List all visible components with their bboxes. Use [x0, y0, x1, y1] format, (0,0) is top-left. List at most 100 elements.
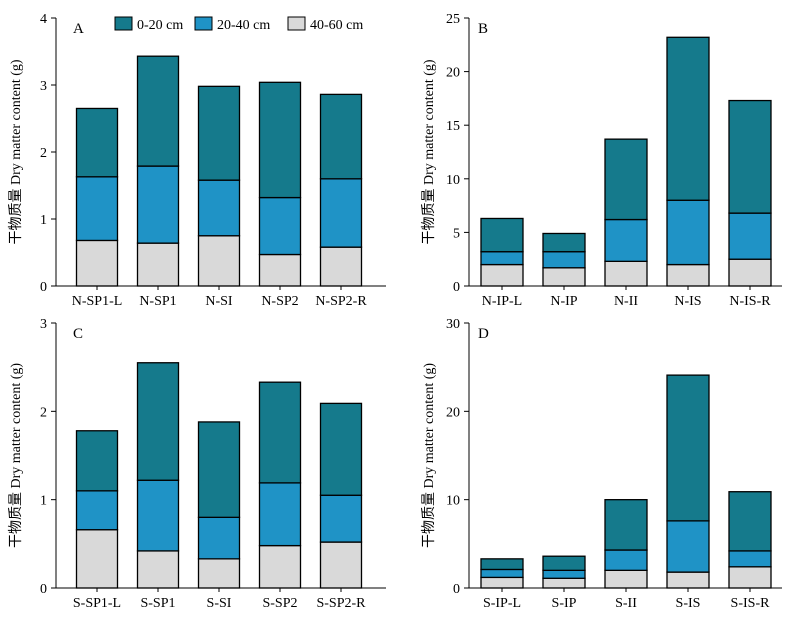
panel-letter: C [73, 326, 83, 342]
x-tick-label: S-SP1 [140, 596, 175, 611]
bar-segment [666, 520, 710, 573]
bar-segment [728, 258, 772, 287]
bar-segment [258, 544, 302, 589]
y-tick-label: 20 [446, 66, 460, 81]
y-tick-label: 2 [40, 146, 47, 161]
y-tick-label: 10 [446, 494, 460, 509]
bar-segment [542, 555, 586, 571]
bar-segment [542, 569, 586, 579]
bar-segment [666, 263, 710, 287]
y-axis-label: 干物质量 Dry matter content (g) [421, 363, 437, 548]
bar-segment [136, 165, 180, 244]
bar-segment [319, 93, 363, 180]
y-tick-label: 10 [446, 173, 460, 188]
legend-swatch [114, 16, 133, 31]
bar-segment [319, 541, 363, 589]
x-tick-label: N-IS [674, 294, 701, 309]
bar-segment [319, 402, 363, 496]
bar-segment [480, 251, 524, 266]
bar-segment [75, 490, 119, 531]
y-tick-label: 30 [446, 317, 460, 332]
bar-segment [480, 217, 524, 253]
x-tick-label: S-II [615, 596, 637, 611]
y-tick-label: 15 [446, 119, 460, 134]
y-tick-label: 0 [453, 280, 460, 295]
panel-letter: B [478, 21, 488, 37]
bar-segment [197, 558, 241, 589]
bar-segment [75, 107, 119, 178]
x-tick-label: N-SP2 [261, 294, 298, 309]
x-tick-label: S-SI [207, 596, 232, 611]
bar-segment [136, 242, 180, 287]
bar-segment [197, 516, 241, 560]
y-tick-label: 4 [40, 12, 47, 27]
bar-segment [604, 499, 648, 551]
panel-letter: D [478, 326, 489, 342]
y-tick-label: 3 [40, 79, 47, 94]
bar-segment [75, 239, 119, 287]
y-tick-label: 25 [446, 12, 460, 27]
bar-segment [480, 558, 524, 571]
chart-panel-a: N-SP1-L N-SP1 N-SI N-SP2 N-SP2-R 0 1 2 3 4 干物质量 Dr… [8, 12, 386, 309]
chart-panel-c: S-SP1-L S-SP1 S-SI S-SP2 S-SP2-R 0 1 2 3 干物质量 Dry… [8, 317, 386, 611]
bar-segment [728, 550, 772, 568]
y-tick-label: 1 [40, 494, 47, 509]
legend: 0-20 cm 20-40 cm 40-60 cm [114, 16, 363, 33]
x-tick-label: N-SP2-R [315, 294, 367, 309]
bar-segment [480, 263, 524, 287]
x-tick-label: N-II [614, 294, 638, 309]
bar-segment [604, 549, 648, 571]
bar-segment [666, 571, 710, 589]
bar-segment [728, 491, 772, 552]
x-tick-label: S-SP2 [262, 596, 297, 611]
bar-segment [480, 568, 524, 579]
x-tick-label: S-IP-L [483, 596, 521, 611]
bar-segment [604, 260, 648, 287]
bar-segment [542, 251, 586, 269]
y-tick-label: 20 [446, 405, 460, 420]
legend-swatch [194, 16, 213, 31]
x-tick-label: N-SP1-L [72, 294, 123, 309]
bar-segment [258, 81, 302, 199]
bar-segment [136, 550, 180, 589]
x-tick-label: S-SP1-L [73, 596, 121, 611]
x-tick-label: S-SP2-R [316, 596, 366, 611]
y-tick-label: 0 [40, 582, 47, 597]
legend-label: 20-40 cm [217, 18, 270, 33]
bar-segment [542, 232, 586, 253]
bar-segment [319, 178, 363, 248]
chart-panel-d: S-IP-L S-IP S-II S-IS S-IS-R 0 10 20 30 干物质量 Dry … [421, 317, 782, 611]
bar-segment [319, 494, 363, 543]
bar-segment [728, 99, 772, 214]
bar-segment [604, 218, 648, 262]
y-tick-label: 2 [40, 405, 47, 420]
bar-segment [197, 179, 241, 237]
x-tick-label: S-IP [552, 596, 577, 611]
bar-segment [542, 267, 586, 287]
bar-segment [480, 576, 524, 589]
bar-segment [728, 566, 772, 589]
x-tick-label: S-IS-R [731, 596, 771, 611]
bar-segment [197, 421, 241, 518]
bar-segment [542, 577, 586, 589]
bar-segment [728, 212, 772, 260]
bar-segment [258, 253, 302, 287]
legend-label: 40-60 cm [310, 18, 363, 33]
bar-segment [666, 199, 710, 266]
x-tick-label: N-SI [205, 294, 233, 309]
bar-segment [136, 479, 180, 552]
y-tick-label: 0 [453, 582, 460, 597]
y-axis-label: 干物质量 Dry matter content (g) [8, 59, 24, 244]
bar-segment [666, 36, 710, 201]
x-tick-label: N-IP [550, 294, 577, 309]
x-tick-label: N-IP-L [482, 294, 522, 309]
y-tick-label: 5 [453, 226, 460, 241]
bar-segment [75, 529, 119, 589]
bar-segment [75, 176, 119, 242]
x-tick-label: N-IS-R [729, 294, 771, 309]
bar-segment [197, 235, 241, 287]
y-tick-label: 0 [40, 280, 47, 295]
chart-panel-b: N-IP-L N-IP N-II N-IS N-IS-R 0 5 10 15 20 25 干物质量 D… [421, 12, 782, 309]
x-tick-label: N-SP1 [139, 294, 176, 309]
